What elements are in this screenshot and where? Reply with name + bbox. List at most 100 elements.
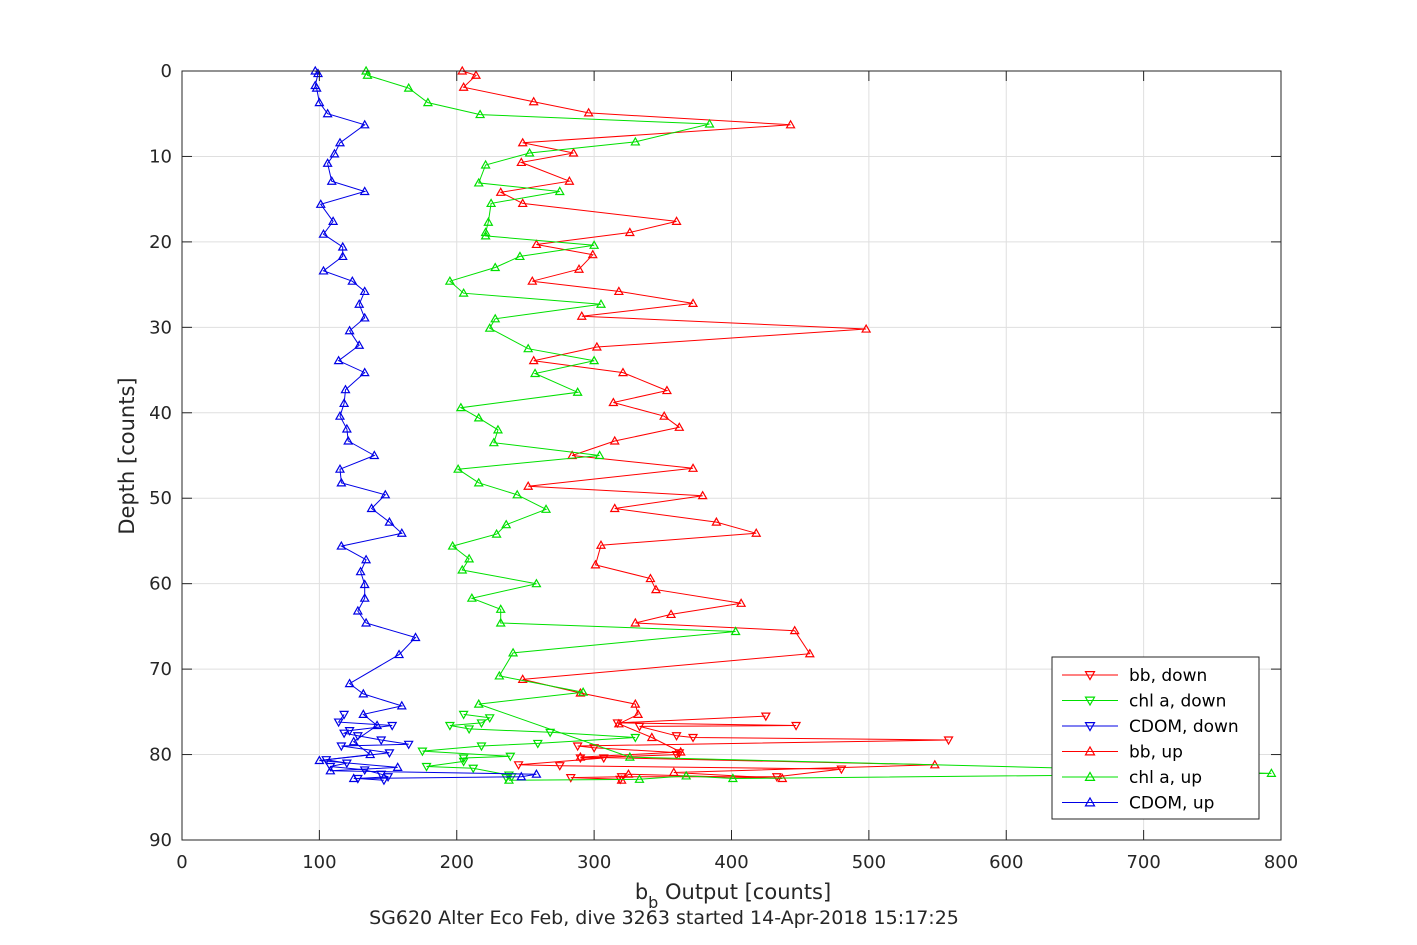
data-point [505, 752, 516, 762]
data-point [671, 216, 682, 225]
series-line [422, 713, 636, 779]
data-point [531, 578, 542, 588]
data-point [473, 177, 484, 187]
data-point [609, 435, 620, 445]
data-point [492, 424, 503, 434]
data-point [476, 742, 487, 752]
data-point [337, 251, 348, 261]
data-point [396, 528, 407, 537]
data-point [480, 227, 491, 237]
series-chl-a-up [361, 65, 1277, 784]
data-point [311, 82, 322, 92]
data-point [688, 733, 699, 743]
axis-ticks [181, 70, 1282, 841]
data-point [495, 617, 506, 627]
data-point [468, 764, 479, 774]
data-point [340, 384, 351, 394]
y-tick-label: 10 [149, 146, 172, 167]
y-tick-label: 60 [149, 574, 172, 595]
data-point [613, 718, 624, 728]
data-point [464, 553, 475, 563]
data-point [322, 158, 333, 167]
x-tick-label: 300 [577, 852, 611, 873]
data-point [554, 186, 565, 196]
data-point [681, 770, 692, 780]
data-point [836, 765, 847, 775]
data-point [444, 721, 455, 731]
data-point [480, 230, 491, 240]
data-point [475, 109, 486, 119]
data-point [595, 540, 607, 549]
data-point [594, 450, 605, 460]
data-point [362, 70, 373, 79]
data-point [517, 674, 528, 683]
data-point [359, 592, 370, 602]
legend-swatch-marker [1084, 771, 1096, 781]
data-point [365, 749, 376, 759]
data-point [318, 265, 329, 275]
data-point [394, 649, 405, 659]
data-point [514, 251, 525, 261]
data-point [378, 776, 389, 786]
data-point [609, 503, 620, 513]
data-point [447, 540, 458, 550]
data-point [484, 714, 495, 724]
y-tick-label: 20 [149, 232, 172, 253]
data-point [861, 323, 872, 333]
data-point [791, 721, 802, 731]
data-point [334, 137, 346, 147]
data-point [392, 762, 403, 771]
data-point [771, 773, 782, 782]
legend-swatch-marker [1084, 671, 1096, 681]
data-point [516, 157, 527, 167]
data-point [530, 368, 541, 378]
series-cdom-down [321, 710, 414, 786]
data-point [564, 176, 575, 185]
data-point [480, 159, 491, 169]
y-tick-label: 90 [149, 830, 172, 851]
data-point [322, 108, 333, 118]
data-point [444, 275, 455, 285]
legend-label: chl a, down [1129, 692, 1226, 712]
data-point [359, 367, 370, 377]
legend-entry: CDOM, down [1062, 717, 1239, 737]
data-point [943, 736, 954, 746]
data-point [576, 311, 587, 320]
data-point [659, 410, 670, 420]
data-point [634, 774, 645, 783]
data-point [697, 490, 708, 500]
data-point [359, 286, 370, 296]
y-tick-label: 80 [149, 745, 172, 766]
legend-swatch-marker [1084, 722, 1096, 732]
data-point [760, 712, 771, 722]
data-point [453, 463, 464, 473]
data-point [608, 397, 619, 407]
data-point [688, 463, 699, 472]
legend-swatch-marker [1084, 745, 1096, 756]
data-point [589, 355, 600, 365]
data-point [624, 751, 635, 761]
data-point [595, 299, 607, 308]
data-point [410, 632, 421, 642]
series-line [326, 714, 409, 781]
data-point [494, 670, 505, 680]
data-point [325, 762, 336, 772]
data-point [661, 385, 672, 395]
data-point [344, 678, 355, 688]
data-point [421, 762, 432, 772]
data-point [598, 754, 609, 764]
x-axis-label-subscript: b [648, 893, 658, 912]
data-point [384, 749, 395, 759]
x-tick-label: 200 [440, 852, 474, 873]
data-point [789, 625, 800, 635]
data-point [314, 97, 325, 107]
legend-swatch-marker [1084, 796, 1096, 807]
data-point [315, 199, 326, 208]
legend-label: CDOM, up [1129, 794, 1214, 814]
data-point [328, 216, 339, 225]
data-point [575, 751, 586, 761]
data-point [473, 477, 484, 487]
data-point [422, 97, 433, 107]
data-point [348, 773, 359, 783]
legend-entry: chl a, up [1062, 768, 1202, 788]
